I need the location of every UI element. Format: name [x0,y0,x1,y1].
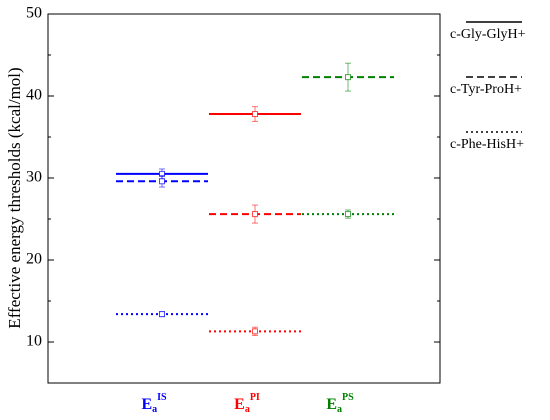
category-subscript: a [337,404,342,415]
y-tick-label: 40 [26,87,42,104]
legend-label: c-Tyr-ProH+ [450,82,522,97]
marker [345,74,351,81]
y-tick-label: 50 [26,5,42,22]
marker [252,211,258,218]
category-symbol: E [141,396,152,413]
category-superscript: IS [157,392,167,403]
category-symbol: E [326,396,337,413]
category-subscript: a [152,404,157,415]
marker [159,311,165,318]
marker [345,211,351,218]
y-tick-label: 10 [26,333,42,350]
y-axis-label: Effective energy thresholds (kcal/mol) [5,67,24,328]
marker [159,178,165,185]
category-superscript: PS [342,392,354,403]
marker [252,328,258,335]
legend-label: c-Phe-HisH+ [450,137,524,152]
category-superscript: PI [250,392,260,403]
marker [252,111,258,118]
x-tick-label: EaPS [326,392,354,415]
x-tick-label: EaPI [234,392,260,415]
plot-frame [47,13,441,384]
y-tick-label: 30 [26,169,42,186]
x-tick-label: EaIS [141,392,167,415]
y-tick-label: 20 [26,251,42,268]
category-subscript: a [245,404,250,415]
legend-label: c-Gly-GlyH+ [450,27,526,42]
category-symbol: E [234,396,245,413]
